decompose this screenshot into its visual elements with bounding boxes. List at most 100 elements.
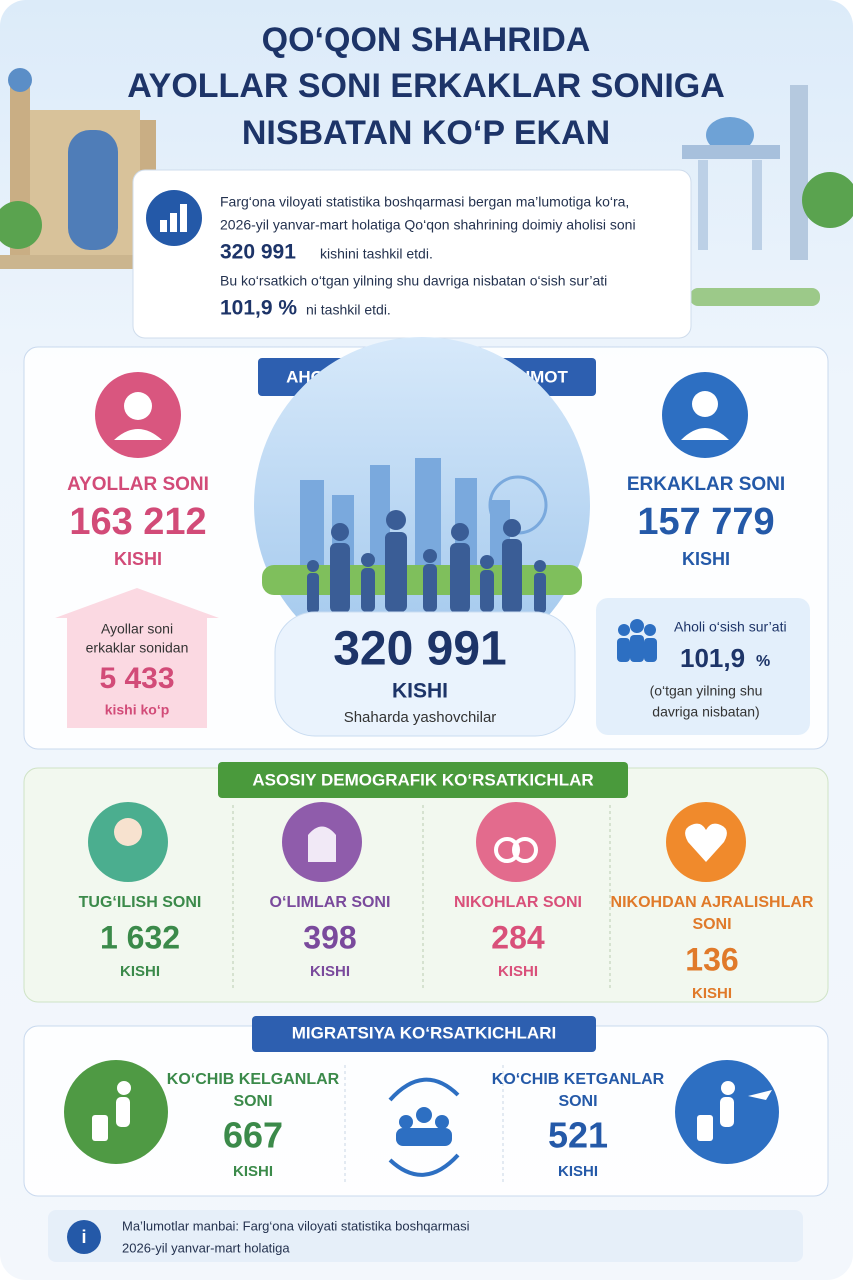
decoration [423, 549, 437, 563]
decoration [534, 573, 546, 613]
decoration [399, 1115, 413, 1129]
decoration [330, 543, 350, 613]
men-label: ERKAKLAR SONI [627, 474, 785, 495]
item-label: O‘LIMLAR SONI [270, 894, 391, 911]
item-value: 398 [303, 919, 356, 955]
item-label: NIKOHDAN AJRALISHLAR [611, 894, 814, 911]
decoration [396, 1128, 452, 1146]
intro-text: Farg‘ona viloyati statistika boshqarmasi… [220, 194, 629, 210]
decoration [0, 255, 150, 269]
total-unit: KISHI [392, 680, 448, 703]
item-unit: KISHI [692, 985, 732, 1002]
difference-unit: kishi ko‘p [105, 702, 170, 718]
decoration [752, 160, 762, 250]
decoration [435, 1115, 449, 1129]
item-unit: KISHI [498, 963, 538, 980]
intro-population: 320 991 [220, 241, 296, 264]
total-card [274, 611, 576, 737]
decoration [450, 543, 470, 613]
decoration [92, 1115, 108, 1141]
women-value: 163 212 [69, 501, 206, 543]
decoration [721, 1081, 735, 1095]
item-unit: KISHI [233, 1163, 273, 1180]
item-value: 284 [491, 919, 545, 955]
decoration [416, 1107, 432, 1123]
ring [512, 837, 538, 863]
exchange-icon [388, 1077, 460, 1177]
men-unit: KISHI [682, 549, 730, 569]
decoration [386, 510, 406, 530]
divider [232, 805, 611, 990]
decoration [68, 130, 118, 250]
men-icon-body [681, 428, 729, 440]
decoration [802, 172, 853, 228]
decoration [423, 564, 437, 612]
item-unit: KISHI [310, 963, 350, 980]
decoration [361, 553, 375, 567]
growth-note: (o‘tgan yilning shu [650, 683, 763, 699]
death-icon-stone [308, 826, 336, 862]
decoration [503, 519, 521, 537]
men-value: 157 779 [637, 501, 774, 543]
decoration [748, 1090, 772, 1100]
decoration [644, 624, 656, 636]
intro-text: Bu ko‘rsatkich o‘tgan yilning shu davrig… [220, 273, 607, 289]
item-value: 1 632 [100, 919, 180, 955]
title-line: QO‘QON SHAHRIDA [262, 21, 591, 59]
birth-icon-face [114, 818, 142, 846]
item-value: 667 [223, 1115, 283, 1156]
total-caption: Shaharda yashovchilar [344, 709, 497, 726]
item-label: KO‘CHIB KELGANLAR [167, 1071, 340, 1088]
item-label: SONI [233, 1093, 272, 1110]
info-glyph: i [81, 1227, 86, 1247]
section-pill [252, 1016, 596, 1052]
title-line: AYOLLAR SONI ERKAKLAR SONIGA [127, 67, 725, 105]
growth-value: 101,9 [680, 643, 745, 673]
decoration [116, 1097, 130, 1127]
women-icon-head [124, 392, 152, 420]
decoration [618, 624, 630, 636]
decoration [8, 68, 32, 92]
difference-text: erkaklar sonidan [86, 640, 189, 656]
decoration [180, 204, 187, 232]
women-icon-body [114, 429, 162, 440]
item-label: SONI [692, 916, 731, 933]
decoration [300, 480, 324, 570]
decoration [502, 539, 522, 613]
decoration [697, 1115, 713, 1141]
intro-text: kishini tashkil etdi. [320, 246, 433, 262]
source-card [48, 1210, 803, 1262]
intro-text: 2026-yil yanvar-mart holatiga Qo‘qon sha… [220, 217, 636, 233]
intro-growth: 101,9 % [220, 297, 297, 320]
decoration [451, 523, 469, 541]
difference-text: Ayollar soni [101, 621, 173, 637]
decoration [617, 638, 630, 662]
decoration [644, 638, 657, 662]
item-label: TUG‘ILISH SONI [79, 894, 202, 911]
decoration [534, 560, 546, 572]
item-unit: KISHI [120, 963, 160, 980]
source-text: Ma’lumotlar manbai: Farg‘ona viloyati st… [122, 1218, 470, 1233]
monument-illustration [682, 85, 853, 306]
item-value: 136 [685, 941, 738, 977]
decoration: TUG‘ILISH SONI 1 632 KISHI O‘LIMLAR SONI 398… [79, 894, 814, 1002]
growth-label: Aholi o‘sish sur’ati [674, 619, 787, 635]
item-unit: KISHI [558, 1163, 598, 1180]
decoration [480, 570, 494, 612]
decoration [361, 568, 375, 612]
decoration [690, 288, 820, 306]
info-icon [67, 1220, 101, 1254]
decoration [117, 1081, 131, 1095]
item-value: 521 [548, 1115, 608, 1156]
decoration [630, 635, 644, 662]
difference-value: 5 433 [99, 662, 174, 695]
source-text: 2026-yil yanvar-mart holatiga [122, 1240, 290, 1255]
chart-icon-bars [160, 204, 187, 232]
item-label: KO‘CHIB KETGANLAR [492, 1071, 665, 1088]
item-label: NIKOHLAR SONI [454, 894, 582, 911]
item-label: SONI [558, 1093, 597, 1110]
decoration [307, 573, 319, 613]
title-line: NISBATAN KO‘P EKAN [242, 114, 610, 152]
